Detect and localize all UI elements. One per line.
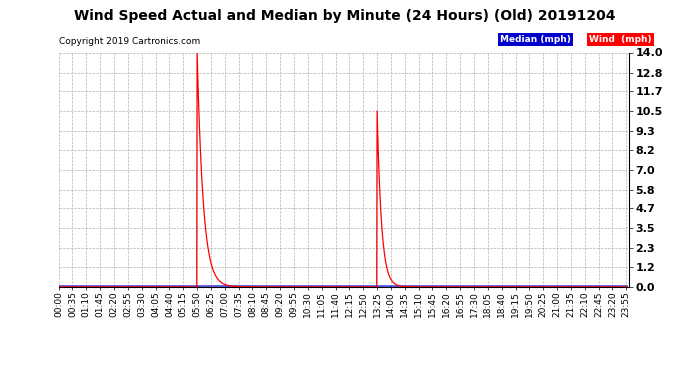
Text: Wind  (mph): Wind (mph) bbox=[589, 35, 652, 44]
Text: Wind Speed Actual and Median by Minute (24 Hours) (Old) 20191204: Wind Speed Actual and Median by Minute (… bbox=[75, 9, 615, 23]
Text: Copyright 2019 Cartronics.com: Copyright 2019 Cartronics.com bbox=[59, 38, 200, 46]
Text: Median (mph): Median (mph) bbox=[500, 35, 571, 44]
